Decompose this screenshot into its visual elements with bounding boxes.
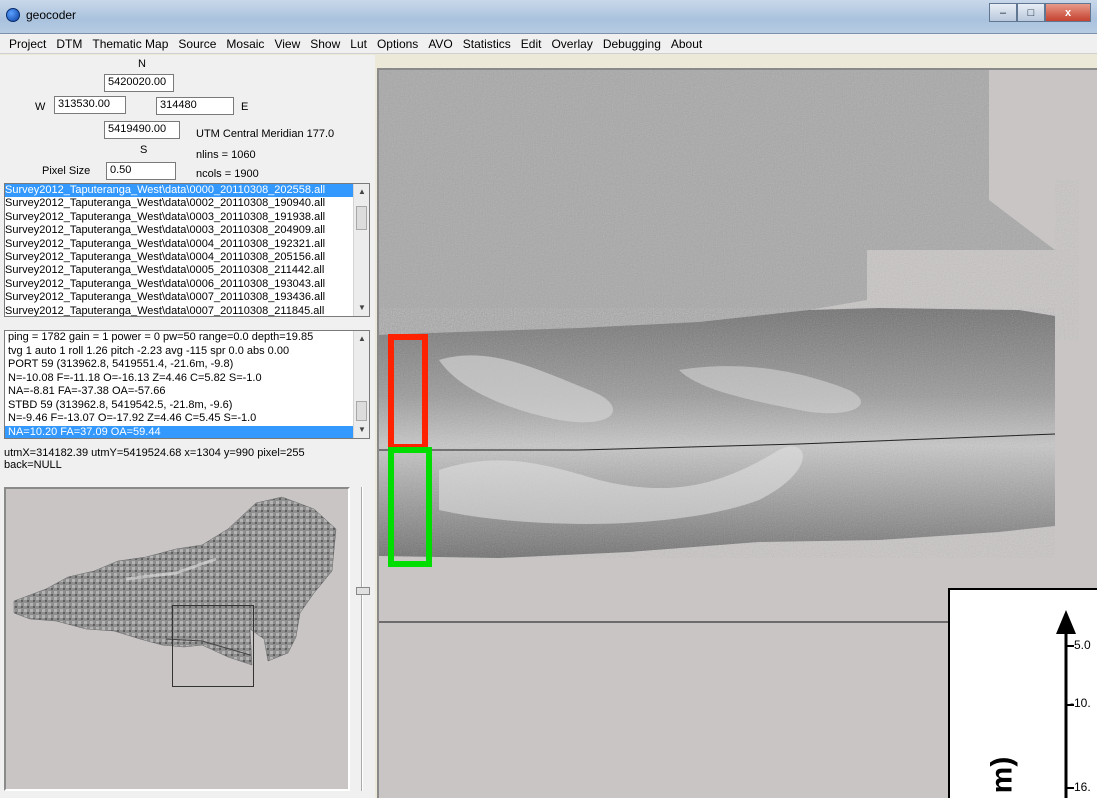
ncols-text: ncols = 1900 [196, 168, 259, 180]
file-list-item[interactable]: Survey2012_Taputeranga_West\data\0003_20… [5, 224, 326, 237]
overview-survey-shape [13, 496, 337, 666]
ping-info-line[interactable]: N=-10.08 F=-11.18 O=-16.13 Z=4.46 C=5.82… [8, 371, 262, 384]
ping-info-scrollbar[interactable]: ▲ ▼ [353, 331, 369, 438]
menu-thematic-map[interactable]: Thematic Map [92, 36, 169, 51]
file-list[interactable]: Survey2012_Taputeranga_West\data\0000_20… [4, 183, 370, 317]
close-button[interactable]: x [1045, 3, 1091, 22]
west-label: W [35, 101, 46, 113]
file-list-item[interactable]: Survey2012_Taputeranga_West\data\0002_20… [5, 197, 326, 210]
menu-show[interactable]: Show [310, 36, 341, 51]
menu-debugging[interactable]: Debugging [602, 36, 661, 51]
scroll-down-icon[interactable]: ▼ [358, 425, 366, 434]
depth-unit-label: m) [985, 756, 1019, 794]
ping-info-line[interactable]: STBD 59 (313962.8, 5419542.5, -21.8m, -9… [8, 398, 233, 411]
menu-dtm[interactable]: DTM [56, 36, 83, 51]
file-list-item-selected[interactable]: Survey2012_Taputeranga_West\data\0000_20… [5, 184, 369, 198]
north-label: N [138, 58, 146, 70]
file-list-item[interactable]: Survey2012_Taputeranga_West\data\0004_20… [5, 250, 326, 263]
file-list-item[interactable]: Survey2012_Taputeranga_West\data\0007_20… [5, 291, 326, 304]
title-bar: geocoder – □ x [0, 0, 1097, 34]
menu-source[interactable]: Source [178, 36, 217, 51]
minimize-button[interactable]: – [989, 3, 1017, 22]
scroll-down-icon[interactable]: ▼ [358, 303, 366, 312]
scroll-thumb[interactable] [356, 206, 367, 230]
file-list-scrollbar[interactable]: ▲ ▼ [353, 184, 369, 316]
depth-axis [1056, 610, 1076, 798]
menu-statistics[interactable]: Statistics [462, 36, 511, 51]
utm-meridian-text: UTM Central Meridian 177.0 [196, 128, 335, 140]
scroll-thumb[interactable] [356, 401, 367, 421]
window-title: geocoder [26, 8, 77, 22]
menu-overlay[interactable]: Overlay [551, 36, 593, 51]
depth-tick-label: -5.0 [1070, 638, 1091, 652]
file-list-item[interactable]: Survey2012_Taputeranga_West\data\0006_20… [5, 277, 326, 290]
cursor-status: utmX=314182.39 utmY=5419524.68 x=1304 y=… [4, 447, 370, 479]
file-list-item[interactable]: Survey2012_Taputeranga_West\data\0003_20… [5, 210, 326, 223]
ping-info-line[interactable]: N=-9.46 F=-13.07 O=-17.92 Z=4.46 C=5.45 … [8, 412, 257, 424]
depth-inset: -5.0 -10. -16. m) [948, 588, 1097, 798]
stbd-selection-box [388, 447, 432, 567]
menu-project[interactable]: Project [9, 36, 47, 51]
back-status: back=NULL [4, 459, 62, 471]
north-field[interactable]: 5420020.00 [104, 74, 174, 92]
ping-info-list[interactable]: ping = 1782 gain = 1 power = 0 pw=50 ran… [4, 330, 370, 439]
overview-map[interactable] [4, 487, 350, 791]
east-field[interactable]: 314480 [156, 97, 234, 115]
cursor-coordinates: utmX=314182.39 utmY=5419524.68 x=1304 y=… [4, 447, 305, 459]
depth-tick-label: -16. [1070, 780, 1091, 794]
menu-view[interactable]: View [274, 36, 301, 51]
file-list-item[interactable]: Survey2012_Taputeranga_West\data\0004_20… [5, 237, 326, 250]
menu-edit[interactable]: Edit [520, 36, 542, 51]
ping-info-line[interactable]: PORT 59 (313962.8, 5419551.4, -21.6m, -9… [8, 358, 234, 370]
menu-lut[interactable]: Lut [350, 36, 367, 51]
south-field[interactable]: 5419490.00 [104, 121, 180, 139]
menu-avo[interactable]: AVO [428, 36, 453, 51]
menu-about[interactable]: About [670, 36, 703, 51]
pixel-size-label: Pixel Size [42, 165, 91, 177]
slider-thumb[interactable] [356, 587, 370, 595]
menu-bar: Project DTM Thematic Map Source Mosaic V… [0, 34, 1097, 54]
south-label: S [140, 144, 148, 156]
ping-info-line-selected[interactable]: NA=10.20 FA=37.09 OA=59.44 [5, 425, 369, 438]
left-panel: N 5420020.00 W 313530.00 314480 E 541949… [0, 55, 375, 798]
depth-tick-label: -10. [1070, 696, 1091, 710]
mosaic-view[interactable] [377, 68, 1097, 798]
west-field[interactable]: 313530.00 [54, 96, 126, 114]
scroll-up-icon[interactable]: ▲ [358, 187, 366, 196]
east-label: E [241, 101, 249, 113]
ping-info-line[interactable]: ping = 1782 gain = 1 power = 0 pw=50 ran… [8, 331, 314, 343]
maximize-button[interactable]: □ [1017, 3, 1045, 22]
overview-viewport-rectangle[interactable] [172, 605, 254, 687]
overview-slider[interactable] [352, 487, 372, 791]
pixel-size-field[interactable]: 0.50 [106, 162, 176, 180]
ping-info-line[interactable]: tvg 1 auto 1 roll 1.26 pitch -2.23 avg -… [8, 344, 290, 357]
nlins-text: nlins = 1060 [196, 149, 256, 161]
menu-mosaic[interactable]: Mosaic [226, 36, 265, 51]
file-list-item[interactable]: Survey2012_Taputeranga_West\data\0005_20… [5, 264, 325, 277]
ping-info-line[interactable]: NA=-8.81 FA=-37.38 OA=-57.66 [8, 385, 166, 397]
menu-options[interactable]: Options [376, 36, 419, 51]
scroll-up-icon[interactable]: ▲ [358, 334, 366, 343]
mosaic-image [379, 70, 1097, 623]
file-list-item[interactable]: Survey2012_Taputeranga_West\data\0007_20… [5, 304, 325, 317]
app-icon [6, 8, 20, 22]
